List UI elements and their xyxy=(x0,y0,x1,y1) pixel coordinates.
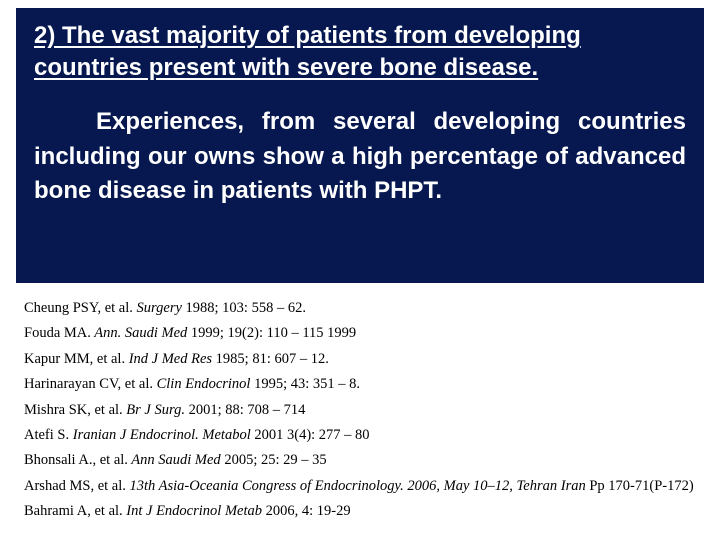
ref-details: 2001 3(4): 277 – 80 xyxy=(251,427,370,443)
reference-item: Bahrami A, et al. Int J Endocrinol Metab… xyxy=(24,503,696,520)
reference-item: Fouda MA. Ann. Saudi Med 1999; 19(2): 11… xyxy=(24,325,696,342)
ref-journal: Ind J Med Res xyxy=(125,351,212,367)
ref-details: 2006, 4: 19-29 xyxy=(262,503,351,519)
ref-authors: Mishra SK, et al. xyxy=(24,402,123,418)
ref-details: 1999; 19(2): 110 – 115 1999 xyxy=(187,325,356,341)
reference-item: Mishra SK, et al. Br J Surg. 2001; 88: 7… xyxy=(24,402,696,419)
reference-item: Atefi S. Iranian J Endocrinol. Metabol 2… xyxy=(24,427,696,444)
ref-authors: Bahrami A, et al. xyxy=(24,503,126,519)
ref-authors: Bhonsali A., et al. xyxy=(24,452,128,468)
ref-details: 2005; 25: 29 – 35 xyxy=(221,452,327,468)
ref-journal: Int J Endocrinol Metab xyxy=(126,503,262,519)
ref-authors: Arshad MS, et al. xyxy=(24,478,126,494)
ref-authors: Fouda MA. xyxy=(24,325,91,341)
reference-item: Harinarayan CV, et al. Clin Endocrinol 1… xyxy=(24,376,696,393)
ref-authors: Kapur MM, et al. xyxy=(24,351,125,367)
references-block: Cheung PSY, et al. Surgery 1988; 103: 55… xyxy=(24,300,696,529)
ref-details: Pp 170-71(P-172) xyxy=(586,478,694,494)
reference-item: Arshad MS, et al. 13th Asia-Oceania Cong… xyxy=(24,478,696,495)
ref-journal: Br J Surg. xyxy=(123,402,185,418)
ref-details: 1985; 81: 607 – 12. xyxy=(212,351,329,367)
heading-text: 2) The vast majority of patients from de… xyxy=(34,20,686,85)
ref-details: 1995; 43: 351 – 8. xyxy=(250,376,360,392)
ref-journal: Clin Endocrinol xyxy=(153,376,250,392)
ref-authors: Harinarayan CV, et al. xyxy=(24,376,153,392)
highlight-box: 2) The vast majority of patients from de… xyxy=(16,8,704,283)
ref-details: 1988; 103: 558 – 62. xyxy=(182,300,306,316)
ref-details: 2001; 88: 708 – 714 xyxy=(185,402,305,418)
ref-journal: 13th Asia-Oceania Congress of Endocrinol… xyxy=(126,478,586,494)
ref-journal: Surgery xyxy=(137,300,182,316)
ref-journal: Iranian J Endocrinol. Metabol xyxy=(69,427,251,443)
slide: 2) The vast majority of patients from de… xyxy=(0,0,720,540)
ref-authors: Cheung PSY, et al. xyxy=(24,300,133,316)
ref-authors: Atefi S. xyxy=(24,427,69,443)
ref-journal: Ann. Saudi Med xyxy=(91,325,187,341)
reference-item: Kapur MM, et al. Ind J Med Res 1985; 81:… xyxy=(24,351,696,368)
body-text: Experiences, from several developing cou… xyxy=(34,105,686,209)
reference-item: Bhonsali A., et al. Ann Saudi Med 2005; … xyxy=(24,452,696,469)
ref-journal: Ann Saudi Med xyxy=(128,452,221,468)
reference-item: Cheung PSY, et al. Surgery 1988; 103: 55… xyxy=(24,300,696,317)
